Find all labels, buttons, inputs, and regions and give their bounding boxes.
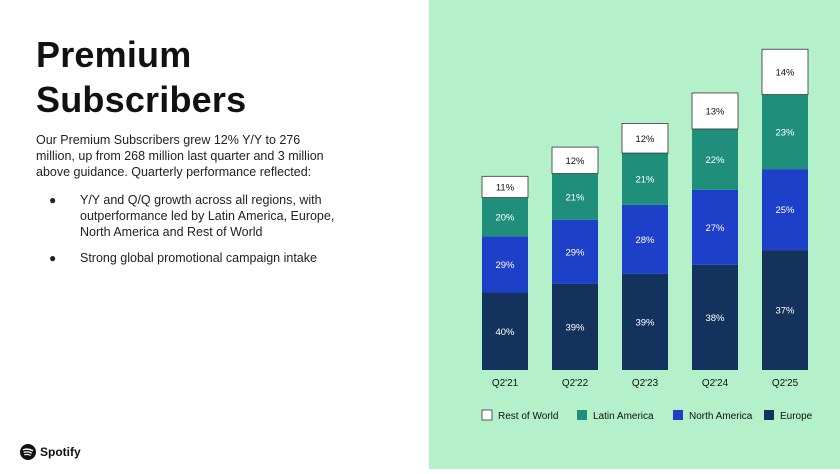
- data-label: 28%: [635, 235, 655, 246]
- data-label: 40%: [495, 327, 515, 338]
- data-label: 29%: [495, 260, 515, 271]
- legend-label: North America: [689, 411, 753, 422]
- data-label: 13%: [705, 106, 725, 117]
- data-label: 21%: [565, 192, 585, 203]
- bar-segment-north-america: [762, 169, 808, 251]
- bar-segment-latin-america: [762, 94, 808, 170]
- legend-swatch: [577, 410, 587, 420]
- x-tick-label: Q2'24: [702, 378, 729, 389]
- bar-segment-europe: [762, 250, 808, 370]
- legend-swatch: [481, 409, 493, 421]
- data-label: 37%: [775, 306, 795, 317]
- bar-segment-europe: [552, 283, 598, 370]
- bar-segment-europe: [482, 292, 528, 370]
- bullet-dot-icon: ●: [49, 251, 57, 265]
- bullet-list: ● Y/Y and Q/Q growth across all regions,…: [44, 192, 344, 276]
- data-label: 27%: [705, 223, 725, 234]
- bar-segment-north-america: [622, 204, 668, 274]
- bar-segment-europe: [692, 264, 738, 370]
- bullet-item: ● Strong global promotional campaign int…: [44, 250, 344, 266]
- bar-segment-latin-america: [622, 153, 668, 205]
- x-tick-label: Q2'23: [632, 378, 659, 389]
- data-label: 39%: [565, 322, 585, 333]
- data-label: 23%: [775, 127, 795, 138]
- stacked-bar-chart: 40% 29% 20% 11% Q2'21 39% 29% 21% 12% Q2'22 39% 28%…: [481, 48, 813, 422]
- legend-swatch: [673, 410, 683, 420]
- logo-text: Spotify: [40, 445, 81, 459]
- data-label: 12%: [635, 134, 655, 145]
- bar-segment-latin-america: [482, 197, 528, 237]
- x-tick-label: Q2'25: [772, 378, 799, 389]
- bullet-text: Y/Y and Q/Q growth across all regions, w…: [80, 193, 335, 239]
- legend-swatch: [764, 410, 774, 420]
- bar-segment-rest-of-world: [761, 48, 809, 96]
- spotify-icon: [20, 444, 36, 460]
- bullet-text: Strong global promotional campaign intak…: [80, 251, 317, 265]
- chart-panel: 40% 29% 20% 11% Q2'21 39% 29% 21% 12% Q2'22 39% 28%…: [429, 0, 840, 469]
- bar-segment-north-america: [552, 219, 598, 284]
- intro-paragraph: Our Premium Subscribers grew 12% Y/Y to …: [36, 133, 324, 179]
- bar-segment-north-america: [482, 236, 528, 293]
- data-label: 14%: [775, 67, 795, 78]
- spotify-logo: Spotify: [20, 444, 81, 460]
- bar-segment-rest-of-world: [551, 146, 599, 174]
- x-tick-label: Q2'22: [562, 378, 589, 389]
- data-label: 25%: [775, 205, 795, 216]
- data-label: 39%: [635, 317, 655, 328]
- legend-label: Latin America: [593, 411, 654, 422]
- data-label: 29%: [565, 247, 585, 258]
- data-label: 11%: [496, 182, 515, 193]
- data-label: 38%: [705, 313, 725, 324]
- bullet-dot-icon: ●: [49, 193, 57, 207]
- bar-segment-rest-of-world: [691, 92, 739, 130]
- data-label: 12%: [565, 156, 585, 167]
- bar-segment-latin-america: [692, 128, 738, 190]
- bullet-item: ● Y/Y and Q/Q growth across all regions,…: [44, 192, 344, 240]
- bar-segment-rest-of-world: [481, 175, 529, 199]
- legend-label: Rest of World: [498, 411, 558, 422]
- legend-label: Europe: [780, 411, 813, 422]
- data-label: 22%: [705, 155, 725, 166]
- data-label: 20%: [495, 212, 515, 223]
- bar-segment-europe: [622, 273, 668, 370]
- data-label: 21%: [635, 174, 655, 185]
- bar-segment-latin-america: [552, 173, 598, 220]
- x-tick-label: Q2'21: [492, 378, 519, 389]
- text-panel: Premium Subscribers Our Premium Subscrib…: [20, 34, 344, 460]
- bar-segment-rest-of-world: [621, 123, 669, 154]
- bar-segment-north-america: [692, 189, 738, 265]
- slide-title: Premium Subscribers: [36, 34, 247, 120]
